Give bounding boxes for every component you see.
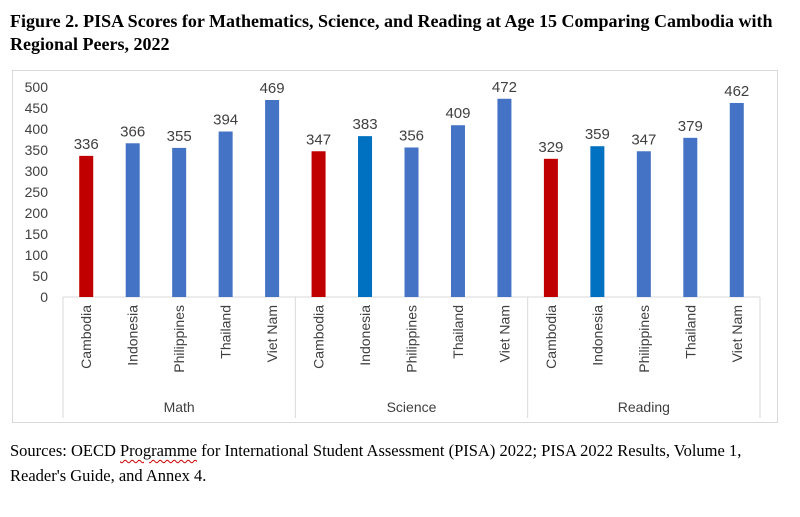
bar-science-indonesia: [358, 136, 373, 297]
bar-reading-thailand: [683, 137, 698, 297]
data-label: 336: [74, 136, 99, 153]
data-label: 383: [353, 116, 378, 133]
category-label: Cambodia: [311, 305, 327, 369]
data-label: 394: [213, 112, 238, 129]
data-label: 347: [306, 131, 331, 148]
category-label: Indonesia: [589, 305, 605, 366]
category-label: Indonesia: [125, 305, 141, 366]
bar-science-philippines: [404, 147, 419, 297]
bar-reading-indonesia: [590, 146, 605, 297]
y-tick-label: 300: [25, 163, 49, 179]
data-label: 356: [399, 127, 424, 144]
bar-math-indonesia: [125, 143, 140, 297]
y-tick-label: 250: [25, 184, 49, 200]
group-label: Science: [387, 399, 437, 415]
source-rest: for International Student Assessment (PI…: [10, 441, 742, 485]
bar-reading-cambodia: [543, 158, 558, 297]
y-tick-label: 100: [25, 247, 49, 263]
bar-reading-philippines: [636, 151, 651, 297]
group-label: Math: [164, 399, 195, 415]
data-label: 472: [492, 79, 517, 96]
data-label: 329: [538, 139, 563, 156]
y-tick-label: 0: [40, 289, 48, 305]
bar-reading-viet-nam: [729, 102, 744, 298]
source-prefix: Sources: OECD: [10, 441, 120, 460]
y-tick-label: 350: [25, 142, 49, 158]
y-tick-label: 150: [25, 226, 49, 242]
data-label: 409: [445, 105, 470, 122]
bar-science-cambodia: [311, 151, 326, 297]
group-label: Reading: [618, 399, 670, 415]
category-label: Viet Nam: [496, 305, 512, 362]
y-tick-label: 200: [25, 205, 49, 221]
data-label: 366: [120, 123, 145, 140]
category-label: Indonesia: [357, 305, 373, 366]
category-label: Philippines: [171, 305, 187, 373]
category-label: Philippines: [404, 305, 420, 373]
y-tick-label: 500: [25, 79, 49, 95]
bar-math-cambodia: [79, 155, 94, 297]
category-label: Viet Nam: [264, 305, 280, 362]
data-label: 347: [631, 131, 656, 148]
source-note: Sources: OECD Programme for Internationa…: [10, 438, 785, 488]
category-label: Thailand: [450, 305, 466, 359]
bar-science-thailand: [450, 125, 465, 297]
data-label: 462: [724, 83, 749, 100]
source-squiggle-word: Programme: [120, 441, 197, 460]
bar-science-viet-nam: [497, 98, 512, 297]
category-label: Thailand: [218, 305, 234, 359]
data-label: 355: [167, 128, 192, 145]
y-tick-label: 50: [32, 268, 48, 284]
pisa-bar-chart: 0 50 100 150 200 250 300 350 400 450 500 336 Cambodi…: [25, 79, 761, 418]
bar-math-viet-nam: [265, 100, 280, 298]
data-label: 469: [260, 80, 285, 97]
y-tick-label: 400: [25, 121, 49, 137]
category-label: Thailand: [682, 305, 698, 359]
bar-math-thailand: [218, 131, 233, 297]
data-label: 359: [585, 126, 610, 143]
category-label: Philippines: [636, 305, 652, 373]
y-tick-label: 450: [25, 100, 49, 116]
figure-title: Figure 2. PISA Scores for Mathematics, S…: [10, 11, 773, 54]
data-label: 379: [678, 118, 703, 135]
category-label: Cambodia: [543, 305, 559, 369]
category-label: Viet Nam: [729, 305, 745, 362]
bar-math-philippines: [172, 147, 187, 297]
category-label: Cambodia: [78, 305, 94, 369]
